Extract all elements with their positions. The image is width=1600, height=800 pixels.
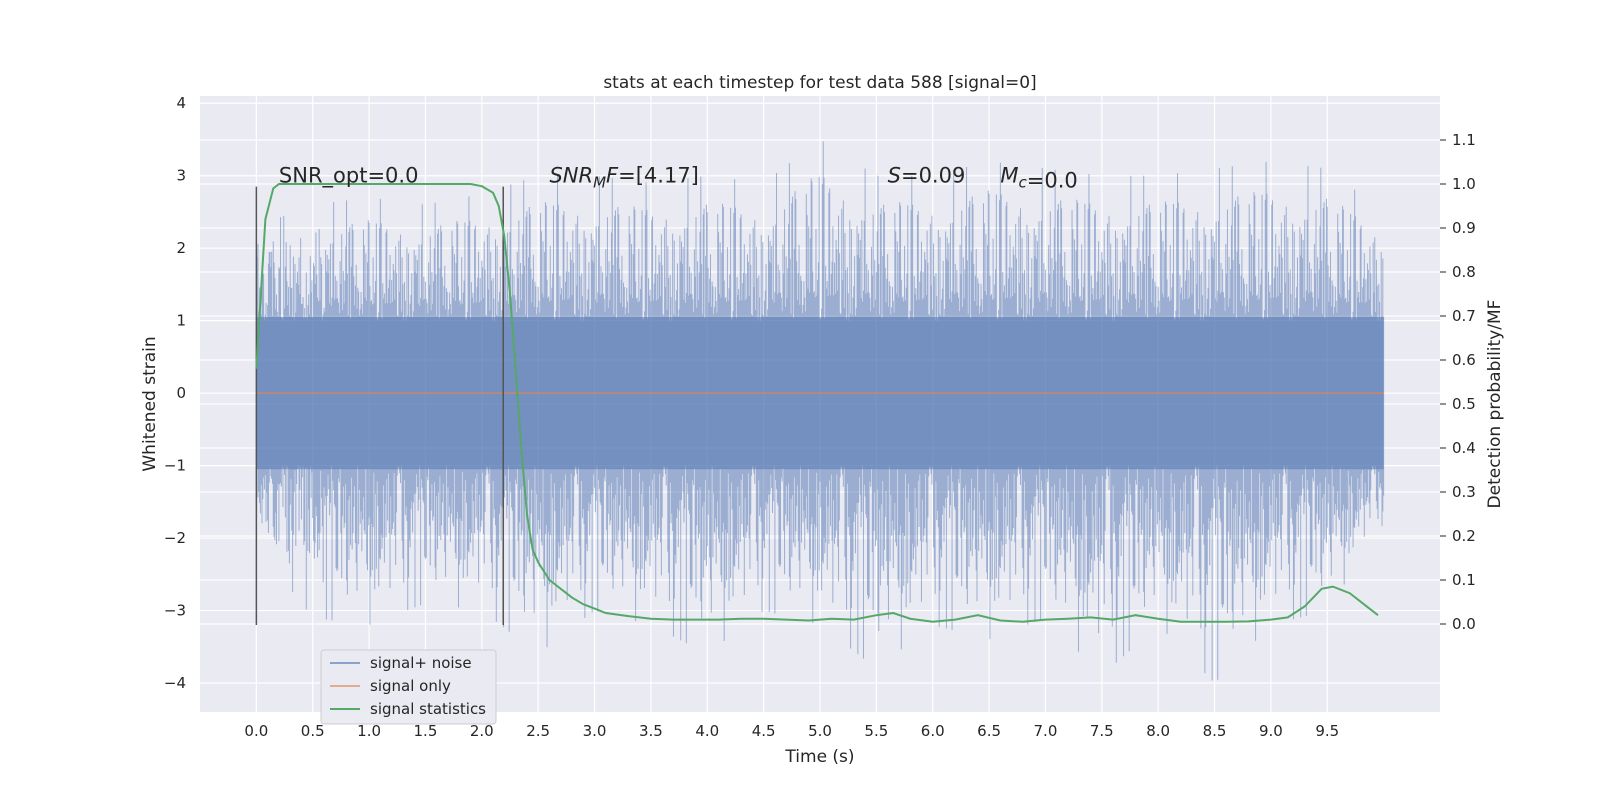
x-tick-label: 9.0 [1259, 722, 1283, 740]
y-axis-right-label: Detection probability/MF [1485, 300, 1505, 509]
right-y-tick-labels: 0.0 0.1 0.2 0.3 0.4 0.5 0.6 0.7 0.8 0.9 1.0 1.1 [1440, 131, 1476, 633]
annotation-text: Mc=0.0 [1000, 164, 1077, 193]
annotation-text: SNR_opt=0.0 [279, 164, 419, 189]
right-y-tick-label: 0.1 [1452, 571, 1476, 589]
annotation-text: SNRMF=[4.17] [549, 164, 698, 192]
x-tick-label: 2.5 [526, 722, 550, 740]
right-y-tick-label: 0.8 [1452, 263, 1476, 281]
x-tick-label: 4.0 [695, 722, 719, 740]
right-y-tick-label: 0.5 [1452, 395, 1476, 413]
x-tick-label: 8.5 [1203, 722, 1227, 740]
x-tick-label: 9.5 [1315, 722, 1339, 740]
x-tick-label: 8.0 [1146, 722, 1170, 740]
left-y-tick-label: −1 [164, 457, 186, 475]
right-y-tick-label: 0.9 [1452, 219, 1476, 237]
x-tick-label: 2.0 [470, 722, 494, 740]
x-axis-label: Time (s) [784, 747, 854, 767]
x-tick-label: 1.0 [357, 722, 381, 740]
left-y-tick-label: 4 [176, 94, 186, 112]
x-tick-label: 7.5 [1090, 722, 1114, 740]
right-y-tick-label: 0.7 [1452, 307, 1476, 325]
legend: signal+ noise signal only signal statist… [320, 649, 497, 725]
left-y-tick-label: 1 [176, 312, 186, 330]
legend-box [320, 649, 497, 725]
signal-statistics-line [255, 183, 1379, 623]
legend-label-signal-statistics: signal statistics [370, 700, 486, 718]
x-tick-label: 3.0 [583, 722, 607, 740]
left-y-tick-label: −3 [164, 602, 186, 620]
left-y-tick-label: −4 [164, 674, 186, 692]
right-y-tick-label: 0.6 [1452, 351, 1476, 369]
left-y-tick-label: 2 [176, 239, 186, 257]
x-tick-label: 1.5 [414, 722, 438, 740]
right-y-tick-label: 0.0 [1452, 615, 1476, 633]
signal-statistics-series [255, 183, 1379, 623]
right-y-tick-label: 0.4 [1452, 439, 1476, 457]
legend-label-signal-noise: signal+ noise [370, 654, 472, 672]
right-y-tick-label: 1.0 [1452, 175, 1476, 193]
x-tick-label: 3.5 [639, 722, 663, 740]
x-tick-label: 6.0 [921, 722, 945, 740]
left-y-tick-label: 3 [176, 167, 186, 185]
legend-label-signal-only: signal only [370, 677, 451, 695]
x-tick-label: 5.5 [864, 722, 888, 740]
x-tick-label: 0.5 [301, 722, 325, 740]
right-y-tick-label: 1.1 [1452, 131, 1476, 149]
x-tick-labels: 0.0 0.5 1.0 1.5 2.0 2.5 3.0 3.5 4.0 4.5 5.0 5.5 6.0 6… [244, 722, 1339, 740]
left-y-tick-labels: −4 −3 −2 −1 0 1 2 3 4 [164, 94, 186, 692]
left-y-tick-label: −2 [164, 529, 186, 547]
x-tick-label: 6.5 [977, 722, 1001, 740]
annotation-text: S=0.09 [888, 164, 966, 188]
chart-title: stats at each timestep for test data 588… [603, 73, 1036, 93]
x-tick-label: 4.5 [752, 722, 776, 740]
vertical-markers [255, 186, 504, 626]
x-tick-label: 0.0 [244, 722, 268, 740]
right-y-tick-label: 0.3 [1452, 483, 1476, 501]
y-axis-label: Whitened strain [140, 336, 160, 471]
x-tick-label: 5.0 [808, 722, 832, 740]
right-y-tick-label: 0.2 [1452, 527, 1476, 545]
x-tick-label: 7.0 [1034, 722, 1058, 740]
left-y-tick-label: 0 [176, 384, 186, 402]
annotations: SNR_opt=0.0 SNRMF=[4.17] S=0.09 Mc=0.0 [279, 164, 1078, 193]
